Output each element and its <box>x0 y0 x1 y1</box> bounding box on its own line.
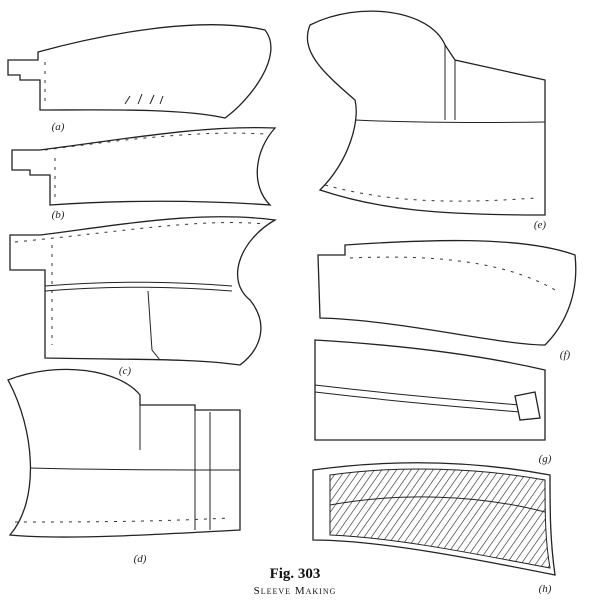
panel-h: (h) <box>312 462 556 595</box>
panel-label: (b) <box>52 209 65 221</box>
panel-label: (g) <box>539 453 552 465</box>
figure-number: Fig. 303 <box>270 566 321 582</box>
panel-b: (b) <box>11 126 277 221</box>
panel-label: (d) <box>134 553 147 565</box>
panel-c: (c) <box>9 216 277 377</box>
panel-label: (a) <box>52 121 65 133</box>
panel-e: (e) <box>306 10 547 231</box>
panel-f: (f) <box>317 239 577 361</box>
panel-label: (h) <box>539 583 552 595</box>
panel-d: (d) <box>7 368 241 565</box>
panel-g: (g) <box>314 339 552 465</box>
panel-label: (e) <box>534 219 547 231</box>
figure-title: Sleeve Making <box>254 585 337 597</box>
panel-label: (f) <box>560 349 571 361</box>
panel-label: (c) <box>119 365 132 377</box>
panel-a: (a) <box>7 24 272 133</box>
